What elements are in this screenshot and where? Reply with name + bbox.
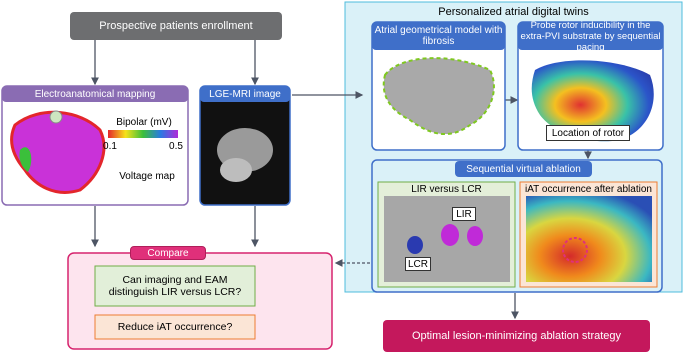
question-box <box>94 265 256 307</box>
outcome-box: Optimal lesion-minimizing ablation strat… <box>383 320 650 352</box>
lir-label: LIR <box>452 207 476 221</box>
rotor-map <box>531 60 654 142</box>
colorbar-min: 0.1 <box>103 140 117 152</box>
enrollment-box: Prospective patients enrollment <box>70 12 282 40</box>
eam-map <box>10 110 106 194</box>
lir-site <box>467 226 483 246</box>
eam-map-detail <box>19 147 32 172</box>
model-title: Atrial geometrical model with fibrosis <box>372 22 505 50</box>
rotor-label: Location of rotor <box>546 125 630 141</box>
atrial-model <box>382 57 495 136</box>
mri-image-detail <box>220 158 252 182</box>
mri-title: LGE-MRI image <box>200 86 290 102</box>
compare-title: Compare <box>130 246 206 260</box>
iat-circle <box>562 237 588 263</box>
eam-icon <box>49 110 63 124</box>
colorbar-max: 0.5 <box>169 140 183 152</box>
colorbar-title: Bipolar (mV) <box>116 116 172 128</box>
lcr-site <box>407 236 423 254</box>
eam-title: Electroanatomical mapping <box>2 86 188 102</box>
ablation-title: Sequential virtual ablation <box>455 161 592 177</box>
twins-title: Personalized atrial digital twins <box>438 5 589 18</box>
lir-lcr-title: LIR versus LCR <box>411 184 482 195</box>
iat-image <box>526 196 652 282</box>
question-2: Reduce iAT occurrence? <box>117 320 233 333</box>
eam-caption: Voltage map <box>119 170 175 182</box>
question-1: Can imaging and EAM distinguish LIR vers… <box>108 274 242 298</box>
iat-title: iAT occurrence after ablation <box>525 184 652 195</box>
arrows <box>91 40 592 320</box>
question-box <box>94 314 256 340</box>
rotor-title: Probe rotor inducibility in the extra-PV… <box>518 20 663 53</box>
lcr-label: LCR <box>405 257 431 271</box>
lir-site <box>441 224 459 246</box>
colorbar <box>108 130 178 138</box>
